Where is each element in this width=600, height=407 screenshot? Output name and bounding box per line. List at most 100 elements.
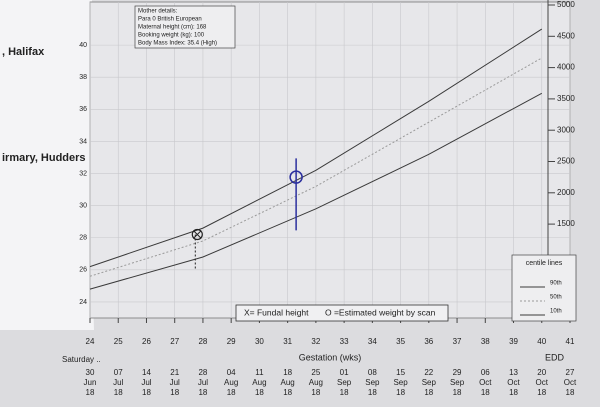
- mother-detail: Body Mass Index: 35.4 (High): [138, 41, 217, 47]
- edd-label: EDD: [545, 352, 565, 362]
- date-label: Oct: [536, 378, 549, 387]
- centile-line: [89, 57, 543, 277]
- fundal-height-cross: [192, 230, 202, 239]
- centile-box: [511, 254, 577, 322]
- x-tick-label: 40: [537, 337, 546, 346]
- date-label: 18: [424, 388, 433, 397]
- y2-tick-label: 3500: [557, 94, 575, 103]
- mother-detail: Maternal height (cm): 168: [138, 25, 207, 31]
- date-label: Jul: [198, 378, 208, 387]
- date-label: Sep: [393, 378, 408, 387]
- date-label: 08: [368, 368, 377, 377]
- date-label: Sep: [450, 378, 465, 387]
- book-page: [0, 0, 94, 330]
- date-label: Sep: [422, 378, 437, 387]
- date-label: Aug: [224, 378, 238, 387]
- x-tick-label: 29: [227, 337, 236, 346]
- date-label: 18: [311, 388, 320, 397]
- date-label: 28: [198, 368, 207, 377]
- date-label: Oct: [507, 378, 520, 387]
- date-label: Aug: [281, 378, 295, 387]
- date-label: 20: [537, 368, 546, 377]
- date-label: Jul: [170, 378, 180, 387]
- y-tick-label: 34: [79, 138, 87, 145]
- date-label: 30: [86, 368, 95, 377]
- mother-detail: Booking weight (kg): 100: [138, 33, 205, 39]
- date-label: 29: [453, 368, 462, 377]
- x-tick-label: 24: [86, 337, 95, 346]
- x-tick-label: 27: [170, 337, 179, 346]
- y-tick-label: 36: [79, 106, 87, 113]
- legend-label: 50th: [550, 295, 562, 301]
- date-label: 13: [509, 368, 518, 377]
- x-tick-label: 32: [311, 337, 320, 346]
- y2-tick-label: 2500: [557, 157, 575, 166]
- date-label: 07: [114, 368, 123, 377]
- x-tick-label: 28: [198, 337, 207, 346]
- date-label: 18: [537, 388, 546, 397]
- mother-detail: Mother details:: [138, 9, 178, 15]
- date-label: 27: [566, 368, 575, 377]
- date-label: 18: [453, 388, 462, 397]
- date-label: 15: [396, 368, 405, 377]
- date-label: Aug: [252, 378, 266, 387]
- date-label: 18: [227, 388, 236, 397]
- y-tick-label: 28: [79, 235, 87, 242]
- y2-tick-label: 4000: [557, 63, 575, 72]
- x-tick-label: 39: [509, 337, 518, 346]
- x-tick-label: 41: [566, 337, 575, 346]
- centile-line: [89, 92, 543, 290]
- date-label: 18: [198, 388, 207, 397]
- x-tick-label: 33: [340, 337, 349, 346]
- date-label: 18: [170, 388, 179, 397]
- mother-details-box: [134, 5, 236, 49]
- x-tick-label: 35: [396, 337, 405, 346]
- date-label: 18: [368, 388, 377, 397]
- date-label: 18: [396, 388, 405, 397]
- date-label: Oct: [479, 378, 492, 387]
- mother-detail: Para 0 British European: [138, 17, 202, 23]
- plot-area: [89, 1, 571, 319]
- date-label: 18: [114, 388, 123, 397]
- y-tick-label: 40: [79, 42, 87, 49]
- x-tick-label: 36: [424, 337, 433, 346]
- y2-tick-label: 3000: [557, 125, 575, 134]
- date-label: 14: [142, 368, 151, 377]
- date-label: Sep: [365, 378, 380, 387]
- date-label: 06: [481, 368, 490, 377]
- page-text: , Halifax: [2, 46, 45, 58]
- y-tick-label: 38: [79, 74, 87, 81]
- x-tick-label: 31: [283, 337, 292, 346]
- date-label: 18: [340, 388, 349, 397]
- x-axis-label: Gestation (wks): [299, 352, 362, 362]
- date-label: 18: [509, 388, 518, 397]
- x-tick-label: 34: [368, 337, 377, 346]
- date-label: 22: [424, 368, 433, 377]
- date-label: Sep: [337, 378, 352, 387]
- date-label: 18: [283, 388, 292, 397]
- x-tick-label: 30: [255, 337, 264, 346]
- page-text: irmary, Hudders: [2, 152, 86, 164]
- x-tick-label: 38: [481, 337, 490, 346]
- y-tick-label: 30: [79, 202, 87, 209]
- date-label: 18: [255, 388, 264, 397]
- legend-text: O =Estimated weight by scan: [325, 307, 436, 317]
- date-label: 18: [283, 368, 292, 377]
- date-label: 18: [142, 388, 151, 397]
- x-tick-label: 25: [114, 337, 123, 346]
- legend-text: X= Fundal height: [244, 307, 309, 317]
- date-label: Jul: [141, 378, 151, 387]
- x-tick-label: 37: [453, 337, 462, 346]
- y-tick-label: 26: [79, 267, 87, 274]
- date-label: Oct: [564, 378, 577, 387]
- legend-label: 10th: [550, 309, 562, 315]
- date-label: 04: [227, 368, 236, 377]
- date-label: 25: [311, 368, 320, 377]
- date-label: 21: [170, 368, 179, 377]
- y-tick-label: 32: [79, 170, 87, 177]
- date-label: Aug: [309, 378, 323, 387]
- centile-title: centile lines: [526, 260, 563, 267]
- centile-line: [89, 28, 543, 268]
